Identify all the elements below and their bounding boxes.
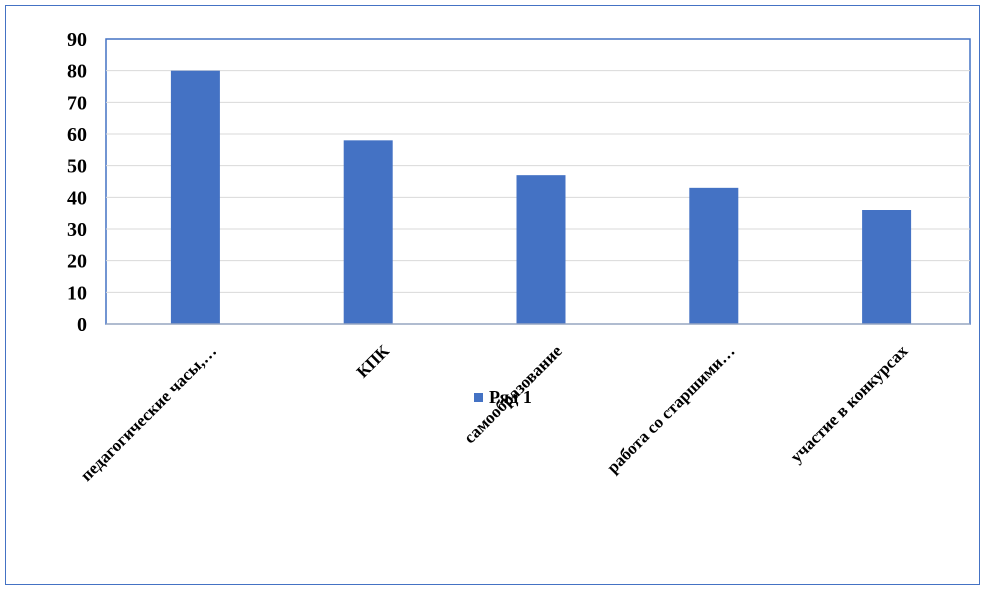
y-tick-label: 0 (77, 314, 87, 336)
bar (862, 210, 912, 324)
legend-swatch (474, 393, 483, 402)
y-axis: 0 10 20 30 40 50 60 70 80 90 (67, 29, 87, 336)
y-tick-label: 50 (67, 156, 87, 178)
y-tick-label: 60 (67, 124, 87, 146)
y-tick-label: 30 (67, 219, 87, 241)
bar (343, 140, 393, 324)
y-tick-label: 40 (67, 187, 87, 209)
y-tick-label: 70 (67, 92, 87, 114)
x-category-label: КПК (353, 341, 394, 382)
legend-label: Ряд 1 (489, 387, 532, 407)
bars (170, 70, 912, 325)
bar (170, 70, 220, 325)
y-tick-label: 80 (67, 61, 87, 83)
y-tick-label: 10 (67, 282, 87, 304)
chart-frame (5, 5, 980, 585)
legend: Ряд 1 (474, 387, 532, 407)
x-category-label: работа со старшими… (603, 341, 739, 477)
x-category-label: педагогические часы,… (77, 341, 221, 485)
x-category-label: участие в конкурсах (787, 341, 912, 466)
bar (516, 175, 566, 324)
bar (689, 187, 739, 324)
y-tick-label: 20 (67, 251, 87, 273)
y-tick-label: 90 (67, 29, 87, 51)
